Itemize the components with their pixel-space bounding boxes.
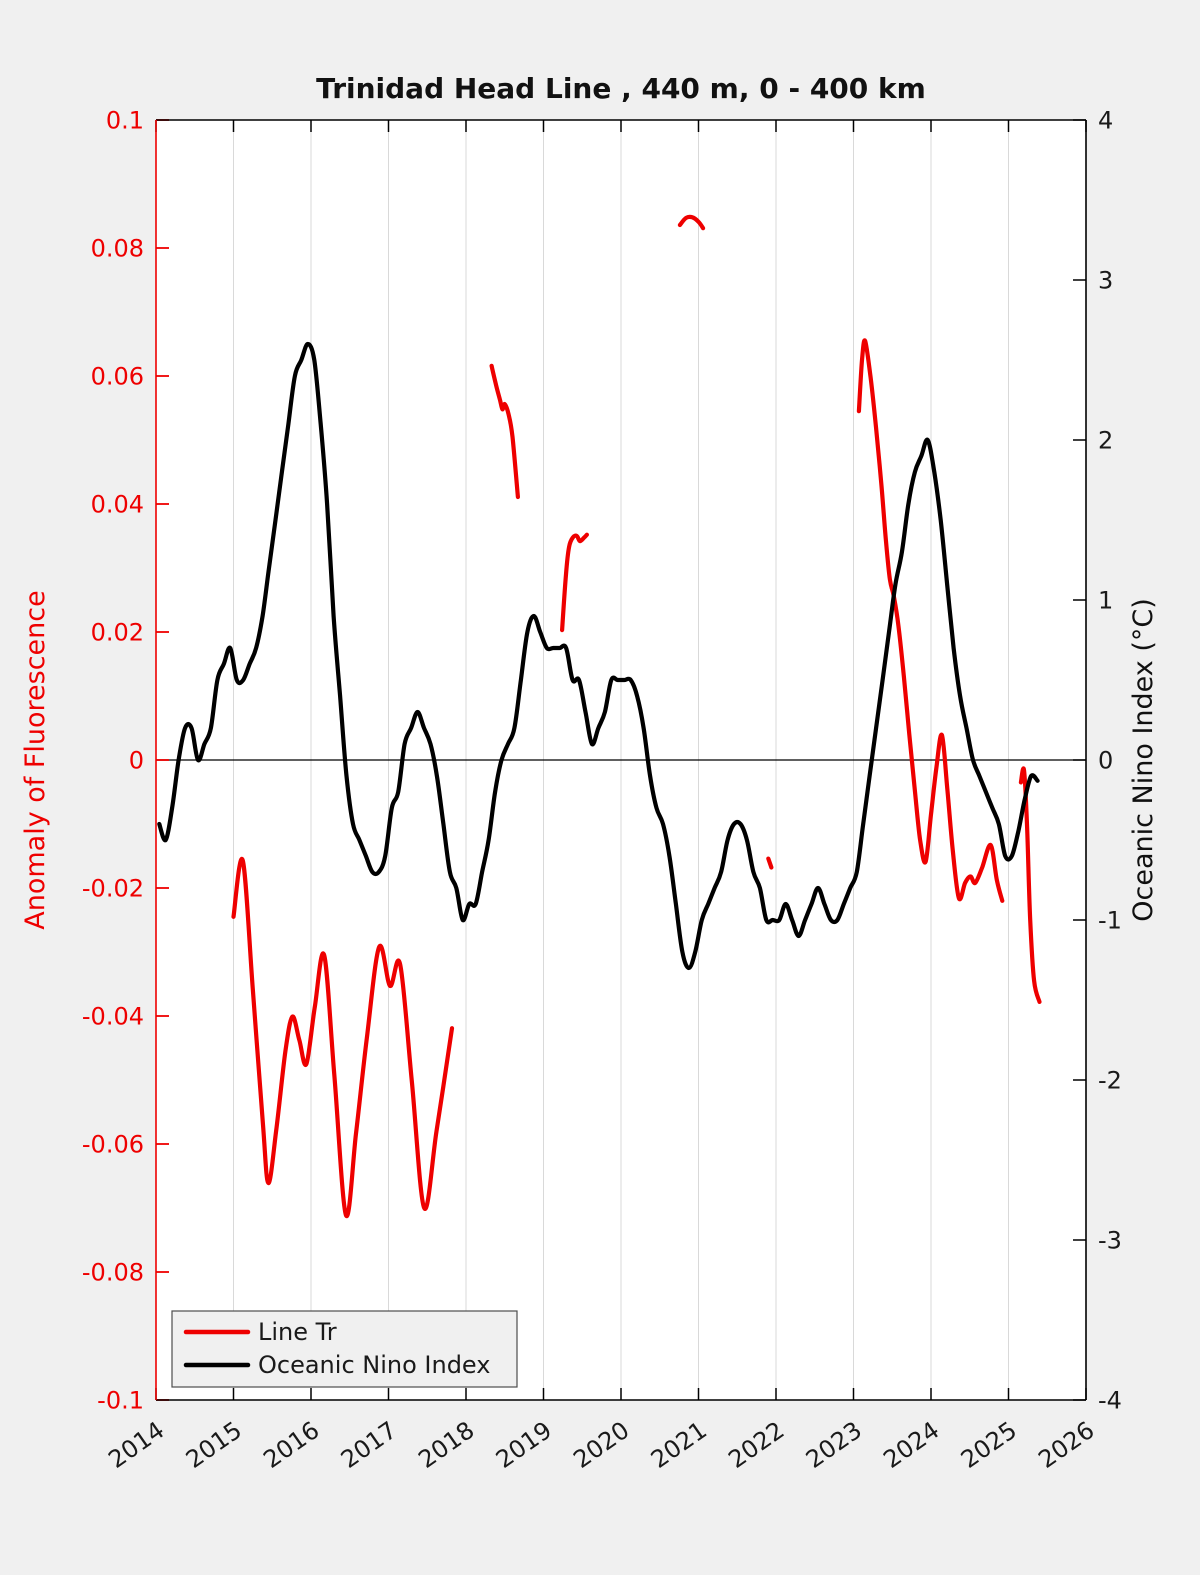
right-axis-label: Oceanic Nino Index (°C) xyxy=(1128,598,1159,922)
y-left-tick-label: -0.08 xyxy=(82,1258,144,1286)
y-right-tick-label: 3 xyxy=(1098,266,1113,294)
y-right-tick-label: 4 xyxy=(1098,106,1113,134)
y-left-tick-label: -0.04 xyxy=(82,1002,144,1030)
x-tick-label: 2023 xyxy=(801,1416,867,1474)
x-tick-label: 2024 xyxy=(878,1416,944,1474)
series-line-tr xyxy=(560,532,589,633)
y-right-tick-label: 2 xyxy=(1098,426,1113,454)
y-right-tick-label: -4 xyxy=(1098,1386,1122,1414)
y-right-tick-label: -3 xyxy=(1098,1226,1122,1254)
y-left-tick-label: 0 xyxy=(129,746,144,774)
chart-title: Trinidad Head Line , 440 m, 0 - 400 km xyxy=(316,72,926,105)
y-left-tick-label: 0.02 xyxy=(91,618,144,646)
y-left-tick-label: -0.02 xyxy=(82,874,144,902)
y-left-tick-label: -0.1 xyxy=(97,1386,144,1414)
series-line-tr xyxy=(766,856,774,870)
legend-box xyxy=(171,1310,518,1388)
x-tick-label: 2015 xyxy=(181,1416,247,1474)
series-line-tr xyxy=(677,214,706,231)
series-line-tr xyxy=(489,363,520,500)
y-left-tick-label: 0.04 xyxy=(91,490,144,518)
x-tick-label: 2020 xyxy=(568,1416,634,1474)
x-tick-label: 2021 xyxy=(646,1416,712,1474)
y-right-tick-label: 1 xyxy=(1098,586,1113,614)
y-left-tick-label: 0.1 xyxy=(106,106,144,134)
left-axis-label: Anomaly of Fluorescence xyxy=(20,590,51,930)
x-tick-label: 2025 xyxy=(956,1416,1022,1474)
y-left-tick-label: -0.06 xyxy=(82,1130,144,1158)
x-tick-label: 2017 xyxy=(336,1416,402,1474)
y-right-tick-label: -1 xyxy=(1098,906,1122,934)
x-tick-label: 2018 xyxy=(413,1416,479,1474)
x-tick-label: 2019 xyxy=(491,1416,557,1474)
x-tick-label: 2014 xyxy=(103,1416,169,1474)
series-line-tr xyxy=(1018,766,1042,1004)
y-right-tick-label: 0 xyxy=(1098,746,1113,774)
x-tick-label: 2026 xyxy=(1033,1416,1099,1474)
y-left-tick-label: 0.08 xyxy=(91,234,144,262)
series-oceanic-nino-index xyxy=(157,341,1040,971)
series-line-tr xyxy=(856,338,1005,903)
x-tick-label: 2022 xyxy=(723,1416,789,1474)
x-tick-label: 2016 xyxy=(258,1416,324,1474)
y-right-tick-label: -2 xyxy=(1098,1066,1122,1094)
series-line-tr xyxy=(231,856,455,1219)
legend: Line Tr Oceanic Nino Index xyxy=(171,1310,518,1388)
series-layer xyxy=(157,214,1042,1219)
legend-label-line-tr: Line Tr xyxy=(258,1318,337,1346)
y-left-tick-label: 0.06 xyxy=(91,362,144,390)
legend-label-oni: Oceanic Nino Index xyxy=(258,1351,490,1379)
